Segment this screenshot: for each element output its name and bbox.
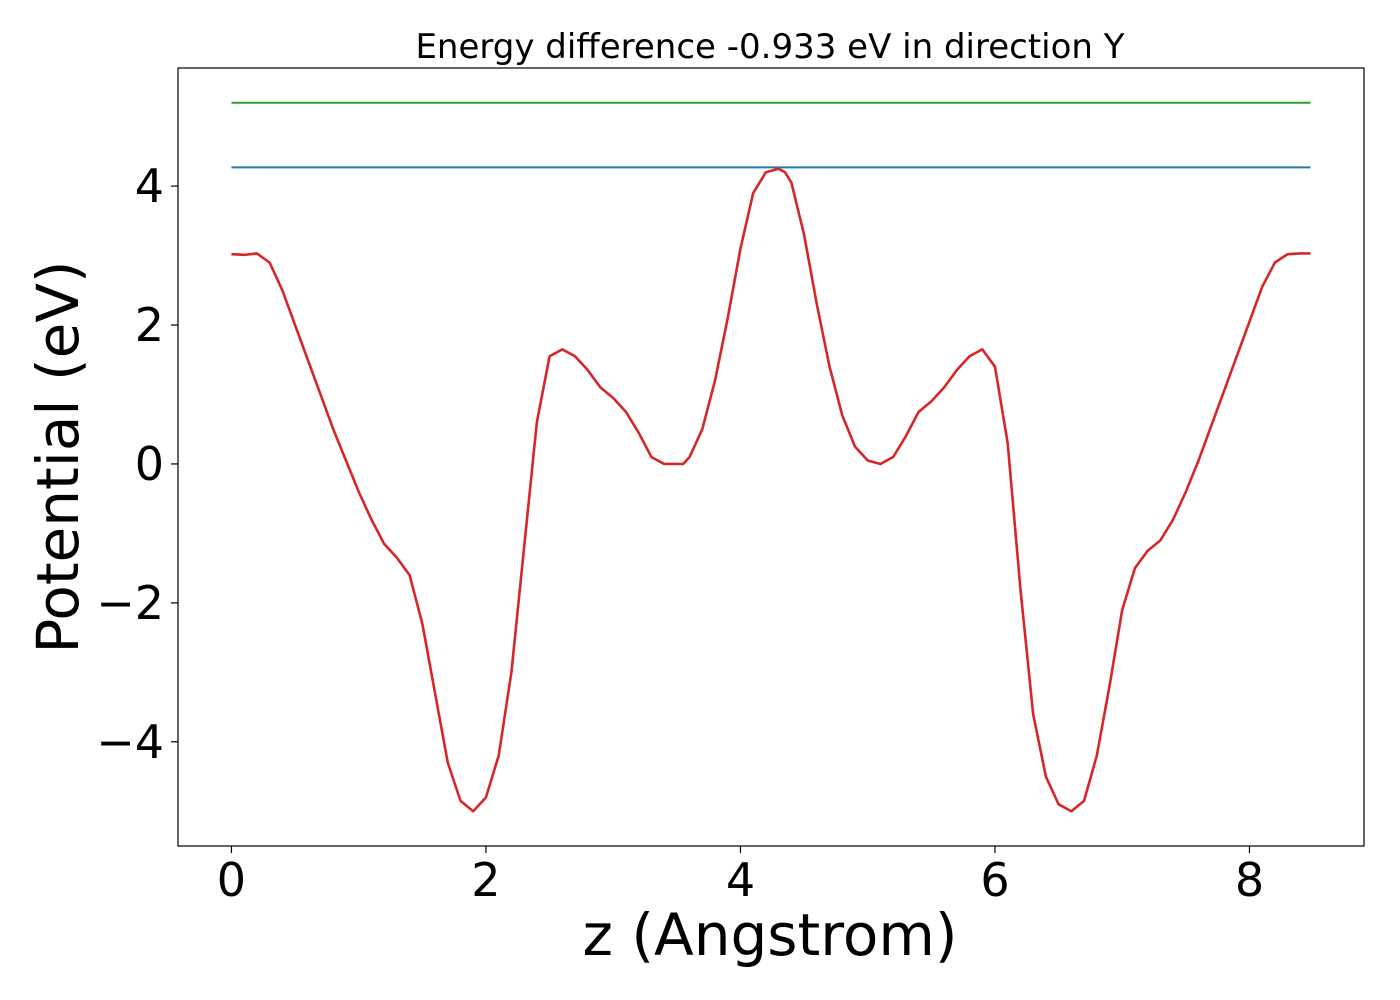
axes-frame — [177, 67, 1365, 847]
plot-area — [231, 101, 1311, 813]
x-axis: 0 2 4 6 8 — [217, 846, 1264, 907]
chart-title: Energy difference -0.933 eV in direction… — [415, 27, 1124, 67]
x-tick-label: 2 — [471, 853, 500, 907]
x-tick-label: 8 — [1235, 853, 1264, 907]
y-axis-label: Potential (eV) — [24, 260, 92, 653]
x-tick-label: 6 — [980, 853, 1009, 907]
series-line-2 — [231, 167, 1311, 813]
x-tick-label: 0 — [217, 853, 246, 907]
y-tick-label: −2 — [96, 576, 164, 630]
y-tick-label: 4 — [135, 159, 164, 213]
y-tick-label: 2 — [135, 298, 164, 352]
y-tick-label: 0 — [135, 437, 164, 491]
y-axis: −4 −2 0 2 4 — [96, 159, 178, 769]
x-tick-label: 4 — [726, 853, 755, 907]
x-axis-label: z (Angstrom) — [583, 901, 958, 969]
y-tick-label: −4 — [96, 715, 164, 769]
